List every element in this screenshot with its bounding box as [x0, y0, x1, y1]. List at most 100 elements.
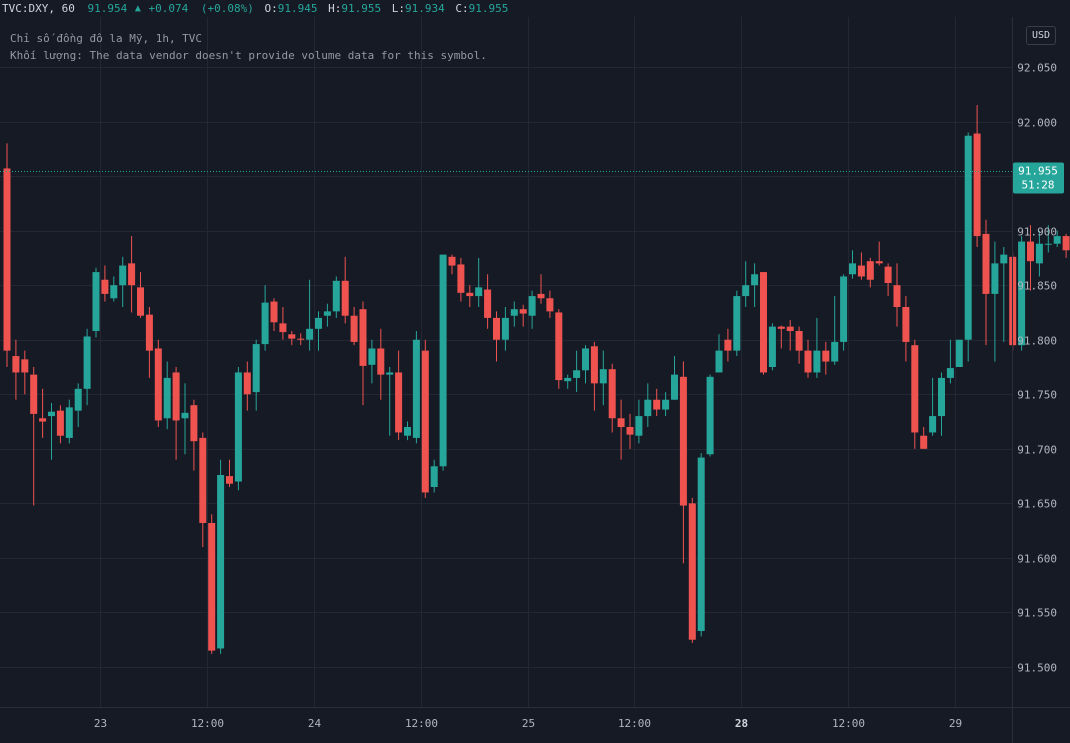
candle: [110, 276, 118, 302]
candle: [938, 372, 945, 436]
candle-body: [733, 296, 741, 351]
candle: [30, 367, 38, 506]
candle-body: [964, 135, 972, 340]
candle: [368, 339, 376, 384]
candle: [617, 399, 625, 460]
symbol-label[interactable]: TVC:DXY, 60: [2, 2, 75, 15]
candle: [1000, 247, 1008, 342]
candle: [92, 267, 100, 338]
candle: [662, 392, 670, 417]
high-label: H:: [328, 2, 342, 15]
candle-body: [190, 405, 198, 442]
price-tick-label: 91.750: [1017, 389, 1057, 402]
candle-body: [12, 356, 20, 373]
candle-body: [1044, 243, 1052, 245]
candle-body: [39, 418, 47, 422]
candle-body: [110, 285, 118, 299]
candle: [172, 367, 180, 460]
candle: [982, 219, 990, 346]
candle-body: [448, 256, 456, 266]
candle: [777, 325, 785, 349]
candle: [528, 290, 536, 329]
candle-body: [804, 350, 812, 373]
candle-body: [199, 437, 207, 523]
candle: [768, 323, 776, 371]
candle-body: [208, 523, 216, 651]
candle-body: [181, 412, 189, 419]
candle: [288, 331, 296, 346]
candle: [279, 307, 287, 340]
candle: [341, 256, 349, 324]
candle: [484, 274, 492, 329]
candle: [1027, 225, 1034, 291]
candle: [671, 356, 678, 400]
candle: [635, 399, 643, 444]
last-price-badge: 91.955 51:28: [1013, 162, 1064, 194]
candle: [866, 257, 874, 288]
time-axis[interactable]: 23 12:00 24 12:00 25 12:00 28 12:00 29: [94, 717, 962, 730]
candle: [404, 421, 411, 441]
time-tick-label: 28: [735, 717, 748, 730]
up-arrow-icon: ▲: [134, 3, 141, 14]
currency-button[interactable]: USD: [1026, 26, 1056, 45]
candle: [359, 301, 367, 406]
close-value: 91.955: [468, 2, 509, 15]
candle-body: [279, 323, 287, 333]
candle-body: [56, 410, 64, 436]
candle-body: [929, 416, 937, 433]
candle-body: [955, 339, 963, 367]
legend-volume: Khối lượng: The data vendor doesn't prov…: [10, 49, 487, 62]
candle-body: [751, 274, 759, 286]
candle: [920, 427, 928, 449]
candle: [466, 285, 474, 307]
candle-body: [65, 407, 73, 438]
candle-body: [866, 261, 874, 280]
candle-body: [1018, 241, 1026, 346]
candle-body: [573, 370, 581, 378]
candle: [973, 105, 981, 247]
candle-body: [626, 427, 634, 435]
candle: [555, 309, 563, 389]
candle-body: [911, 345, 919, 433]
candle: [875, 241, 883, 266]
price-tick-label: 92.000: [1017, 117, 1057, 130]
price-tick-label: 91.650: [1017, 498, 1057, 511]
low-label: L:: [391, 2, 405, 15]
candle-body: [350, 315, 358, 342]
candle: [101, 265, 109, 302]
close-label: C:: [455, 2, 469, 15]
candle: [884, 263, 892, 297]
candle-body: [519, 309, 527, 314]
time-tick-label: 12:00: [405, 717, 438, 730]
candle: [439, 254, 447, 471]
candle-body: [546, 298, 554, 312]
candle-body: [323, 311, 331, 316]
candle: [644, 383, 652, 427]
candle: [733, 290, 741, 357]
candle: [430, 459, 438, 493]
candle: [742, 261, 750, 307]
time-tick-label: 12:00: [618, 717, 651, 730]
candle-body: [252, 344, 260, 393]
candle: [1035, 230, 1043, 277]
candle: [946, 339, 954, 384]
candle: [1053, 230, 1061, 247]
candle: [510, 301, 518, 327]
candle-body: [706, 376, 714, 455]
candle-body: [1027, 241, 1034, 262]
price-axis[interactable]: 92.05092.00091.95091.90091.85091.80091.7…: [1017, 62, 1057, 675]
candle: [261, 285, 269, 351]
candle: [145, 307, 153, 378]
candle-body: [697, 457, 705, 631]
candle: [679, 361, 687, 564]
candle: [56, 405, 64, 444]
candle-body: [306, 328, 314, 340]
candle: [902, 296, 910, 362]
candle: [163, 361, 171, 430]
candle-body: [528, 296, 536, 316]
candle: [608, 363, 616, 433]
candle-body: [172, 372, 180, 421]
legend-title[interactable]: Chỉ số đồng đô la Mỹ, 1h, TVC: [10, 32, 203, 45]
candle-body: [813, 350, 821, 373]
